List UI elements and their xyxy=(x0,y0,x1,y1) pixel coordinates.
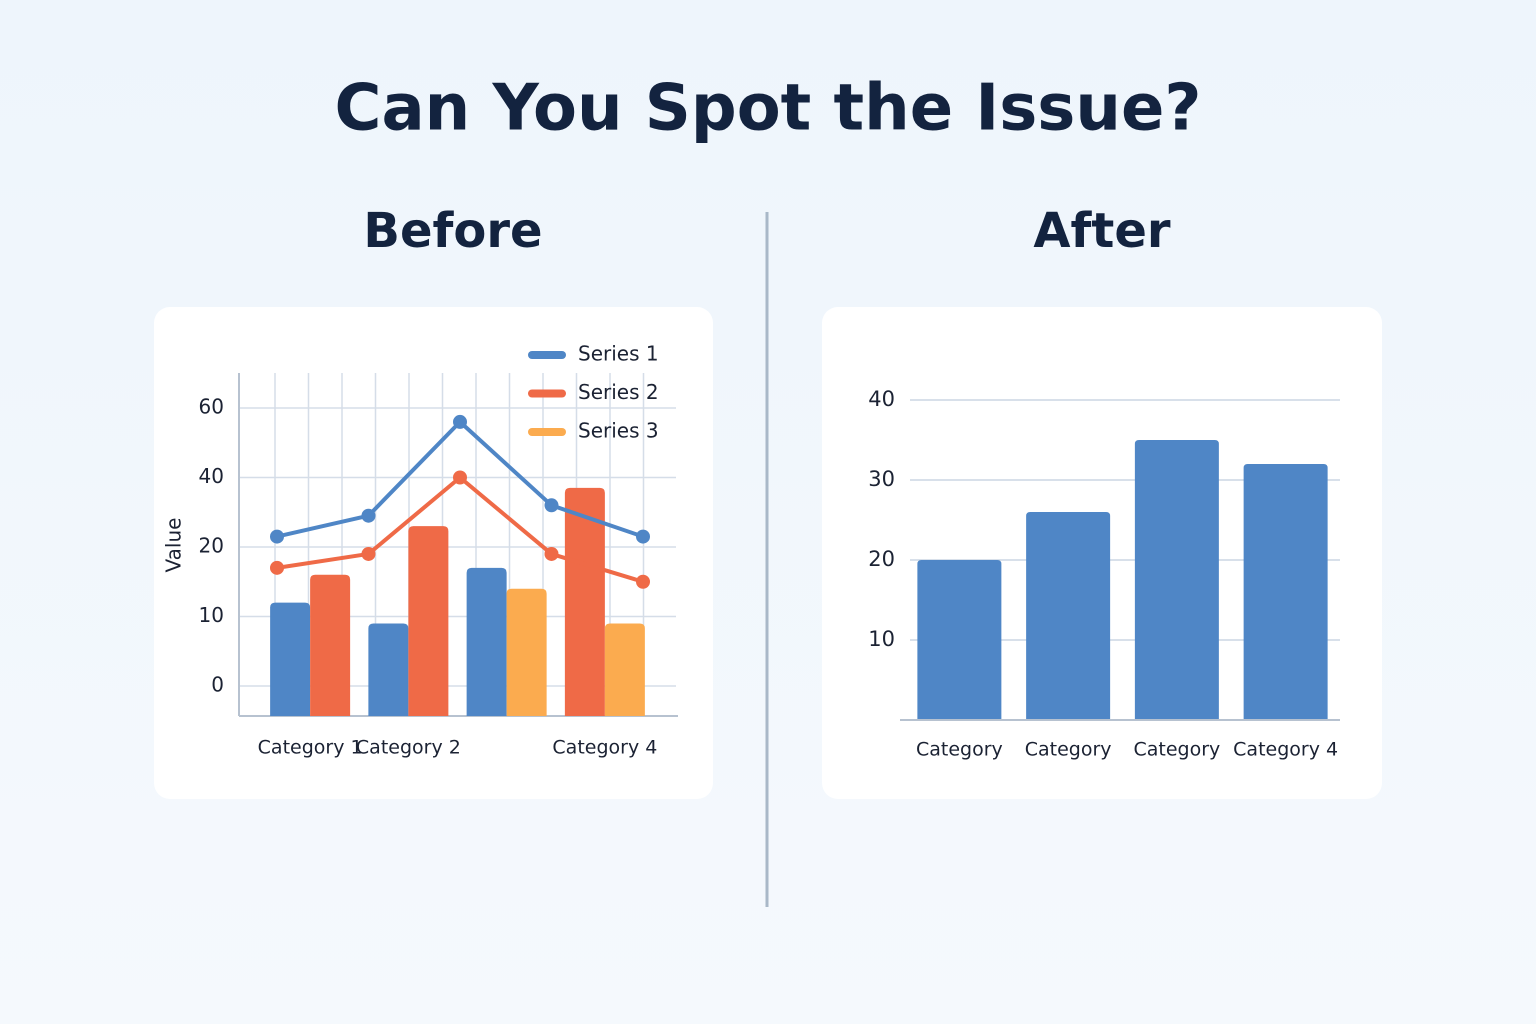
bar xyxy=(310,574,351,716)
legend-label: Series 3 xyxy=(578,419,659,443)
line-point xyxy=(270,560,284,575)
y-tick-label: 60 xyxy=(199,395,224,419)
x-tick-label: Category 1 xyxy=(258,737,363,759)
bar xyxy=(408,526,449,716)
panel-title: Before xyxy=(363,203,542,259)
line-point xyxy=(453,414,467,429)
line-point xyxy=(453,470,467,485)
y-tick-label: 10 xyxy=(868,627,895,651)
y-tick-label: 20 xyxy=(199,534,224,558)
bar xyxy=(917,560,1002,720)
y-tick-label: 40 xyxy=(199,464,224,488)
line-point xyxy=(361,508,376,523)
legend-label: Series 1 xyxy=(578,342,659,366)
x-tick-label: Category 4 xyxy=(552,737,657,759)
x-tick-label: Category 4 xyxy=(1233,739,1338,761)
bar xyxy=(1134,440,1219,720)
bar xyxy=(564,487,605,716)
y-tick-label: 30 xyxy=(868,467,895,491)
bar xyxy=(1243,464,1328,720)
line-point xyxy=(361,546,376,561)
bar xyxy=(270,602,311,716)
line-point xyxy=(270,529,284,544)
bar xyxy=(1026,512,1111,720)
x-tick-label: Category 2 xyxy=(356,737,461,759)
x-tick-label: Category xyxy=(1025,739,1112,761)
y-tick-label: 40 xyxy=(868,387,895,411)
line-point xyxy=(636,574,650,589)
page-title: Can You Spot the Issue? xyxy=(335,72,1202,146)
bar xyxy=(604,623,645,716)
panel-title: After xyxy=(1033,203,1171,259)
y-tick-label: 0 xyxy=(211,673,224,697)
y-tick-label: 20 xyxy=(868,547,895,571)
x-tick-label: Category xyxy=(916,739,1003,761)
line-point xyxy=(544,546,559,561)
line-point xyxy=(636,529,650,544)
bar xyxy=(466,567,507,716)
y-axis-label: Value xyxy=(162,518,186,573)
bar xyxy=(506,588,547,716)
line-point xyxy=(544,498,559,513)
y-tick-label: 10 xyxy=(199,603,224,627)
bar xyxy=(368,623,409,716)
legend-label: Series 2 xyxy=(578,380,659,404)
x-tick-label: Category xyxy=(1133,739,1220,761)
